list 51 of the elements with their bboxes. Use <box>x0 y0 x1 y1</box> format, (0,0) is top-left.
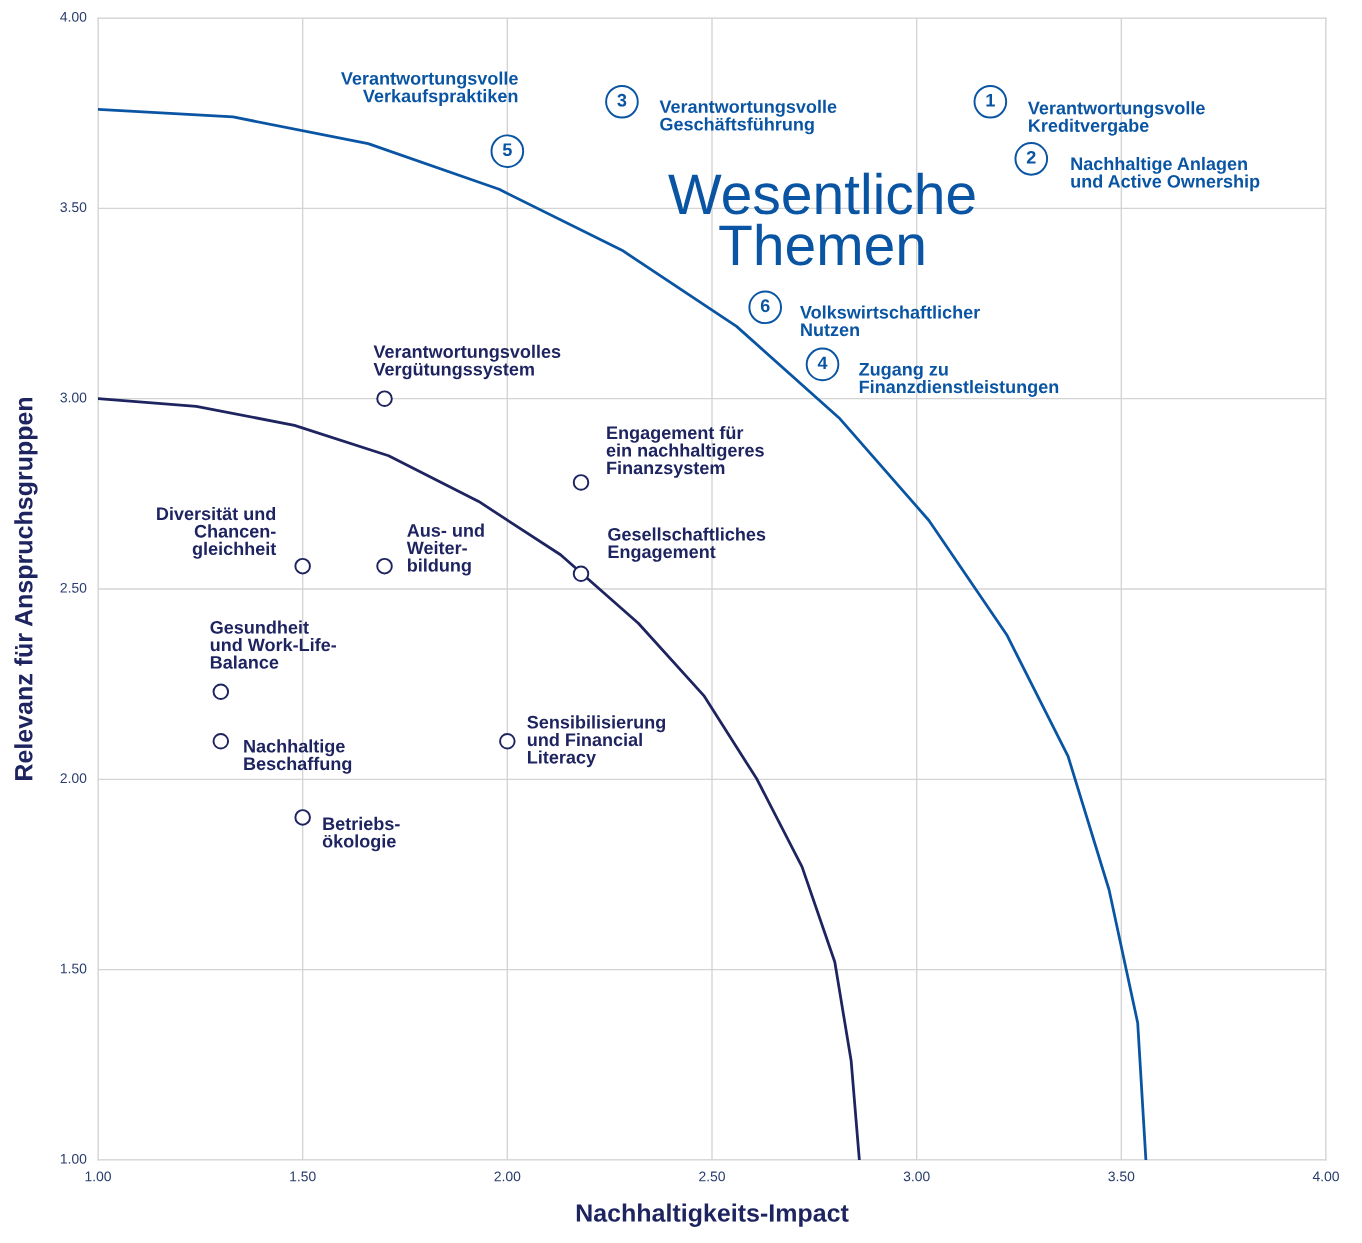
y-tick-label: 3.50 <box>60 202 87 213</box>
y-tick-label: 3.00 <box>60 392 87 403</box>
annotation: Engagement für ein nachhaltigeres Finanzsystem <box>606 425 764 478</box>
y-tick-label: 1.50 <box>60 963 87 974</box>
annotation: 1 <box>986 93 995 107</box>
annotation: Verantwortungsvolle Verkaufspraktiken <box>340 71 518 106</box>
annotation: Nachhaltige Beschaffung <box>244 739 352 774</box>
x-tick-label: 2.50 <box>699 1171 725 1182</box>
x-tick-label: 2.00 <box>494 1171 521 1182</box>
annotation: 5 <box>502 143 512 157</box>
annotation: Sensibilisierung und Financial Literacy <box>527 715 666 768</box>
annotation: 6 <box>760 299 770 313</box>
annotation: Aus- und Weiter- bildung <box>406 523 484 576</box>
annotation: 4 <box>817 356 828 370</box>
x-tick-label: 1.50 <box>290 1171 316 1182</box>
x-tick-label: 4.00 <box>1312 1171 1339 1182</box>
point <box>572 474 590 491</box>
point <box>490 134 525 169</box>
annotation: Verantwortungsvolles Vergütungssystem <box>373 344 561 380</box>
point <box>499 733 516 750</box>
point <box>572 565 590 583</box>
x-tick-label: 3.50 <box>1108 1171 1135 1182</box>
annotation: Wesentliche Themen <box>668 172 975 266</box>
point <box>212 733 230 750</box>
y-axis-title: Relevanz für Anspruchsgruppen <box>14 397 38 780</box>
annotation: Verantwortungsvolle Geschäftsführung <box>659 99 837 135</box>
annotation: Zugang zu Finanzdienstleistungen <box>859 363 1059 397</box>
point <box>973 84 1008 119</box>
annotation: Diversität und Chancen- gleichheit <box>157 506 277 559</box>
x-tick-label: 3.00 <box>903 1171 930 1182</box>
annotation: Betriebs- ökologie <box>322 816 400 852</box>
point <box>294 809 311 826</box>
point <box>294 557 311 575</box>
point <box>212 683 230 701</box>
point <box>376 557 393 575</box>
annotation: Volkswirtschaftlicher Nutzen <box>800 305 980 337</box>
annotation: Gesellschaftliches Engagement <box>608 527 766 562</box>
x-tick-label: 1.00 <box>85 1171 111 1182</box>
line-series <box>98 397 861 1160</box>
y-tick-label: 2.00 <box>60 773 87 784</box>
annotation: 2 <box>1026 150 1036 164</box>
point <box>376 390 393 407</box>
point <box>1014 142 1049 176</box>
y-tick-label: 4.00 <box>60 11 87 22</box>
annotation: Gesundheit und Work-Life- Balance <box>210 620 337 669</box>
x-axis-title: Nachhaltigkeits-Impact <box>576 1203 849 1227</box>
annotation: 3 <box>617 93 627 107</box>
annotation: Verantwortungsvolle Kreditvergabe <box>1027 101 1205 136</box>
y-tick-label: 1.00 <box>60 1153 87 1164</box>
annotation: Nachhaltige Anlagen und Active Ownership <box>1071 156 1260 192</box>
y-tick-label: 2.50 <box>60 582 87 593</box>
